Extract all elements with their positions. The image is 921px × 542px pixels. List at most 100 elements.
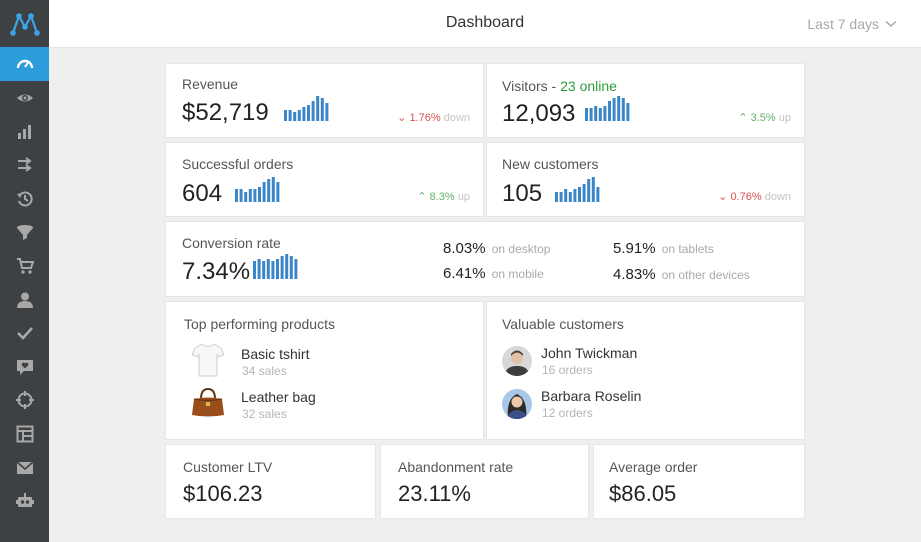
conversion-mobile: 6.41% on mobile	[443, 265, 544, 282]
new-customers-trend: ⌄ 0.76% down	[718, 190, 791, 203]
nav-item-customers[interactable]	[0, 283, 49, 317]
list-item[interactable]: John Twickman 16 orders	[487, 342, 804, 382]
average-order-card: Average order $86.05	[594, 445, 804, 518]
sparkline-bar	[608, 101, 611, 121]
sparkline-bar	[621, 98, 625, 121]
valuable-customers-title: Valuable customers	[502, 316, 624, 332]
cart-icon	[16, 258, 34, 274]
sparkline-bar	[271, 177, 275, 202]
conversion-tablets-label: on tablets	[661, 242, 714, 256]
sparkline-bar	[564, 189, 568, 202]
abandonment-rate-card: Abandonment rate 23.11%	[381, 445, 588, 518]
sparkline-bar	[591, 177, 595, 202]
chevron-down-icon	[885, 20, 897, 28]
list-item[interactable]: Leather bag 32 sales	[166, 385, 483, 425]
sparkline-bar	[239, 189, 243, 202]
sparkline-bar	[271, 261, 275, 279]
conversion-other: 4.83% on other devices	[613, 266, 750, 283]
conversion-other-value: 4.83%	[613, 266, 656, 283]
conversion-mobile-value: 6.41%	[443, 265, 486, 282]
sparkline-bar	[276, 182, 280, 202]
new-customers-value: 105	[502, 180, 543, 207]
visitors-trend: ⌃ 3.5% up	[738, 111, 791, 124]
sparkline-bar	[266, 259, 270, 279]
nav-item-layouts[interactable]	[0, 417, 49, 451]
nav-item-messages[interactable]	[0, 451, 49, 485]
sparkline-bar	[559, 192, 563, 202]
sparkline-bar	[307, 105, 310, 121]
customer-orders: 12 orders	[542, 406, 593, 420]
product-sales: 32 sales	[242, 407, 287, 421]
checkmark-icon	[16, 327, 33, 340]
nav-item-automation[interactable]	[0, 484, 49, 518]
customer-ltv-value: $106.23	[183, 481, 263, 506]
eye-icon	[16, 94, 33, 102]
sparkline-bar	[311, 101, 315, 121]
sparkline-bar	[612, 98, 616, 121]
sparkline-bar	[288, 110, 292, 121]
sparkline-bar	[276, 259, 279, 279]
product-sales: 34 sales	[242, 364, 287, 378]
conversion-card: Conversion rate 7.34% 8.03% on desktop 6…	[166, 222, 804, 296]
conversion-desktop: 8.03% on desktop	[443, 240, 550, 257]
new-customers-card: New customers 105 ⌄ 0.76% down	[487, 143, 804, 216]
average-order-value: $86.05	[609, 481, 677, 506]
sidebar	[0, 0, 49, 542]
sparkline-bar	[585, 108, 588, 121]
conversion-mobile-label: on mobile	[491, 267, 544, 281]
sparkline-bar	[573, 189, 577, 202]
sparkline-bar	[262, 182, 266, 202]
list-item[interactable]: Basic tshirt 34 sales	[166, 342, 483, 382]
abandonment-rate-value: 23.11%	[398, 481, 471, 506]
sparkline-bar	[325, 103, 329, 121]
sparkline-bar	[294, 259, 298, 279]
visitors-card: Visitors - 23 online 12,093 ⌃ 3.5% up	[487, 64, 804, 137]
avatar	[502, 346, 532, 376]
user-icon	[16, 292, 33, 308]
nav-item-dashboard[interactable]	[0, 47, 49, 81]
date-range-dropdown[interactable]: Last 7 days	[807, 16, 897, 32]
history-icon	[16, 191, 33, 207]
customer-name: John Twickman	[541, 345, 638, 361]
revenue-card: Revenue $52,719 ⌄ 1.76% down	[166, 64, 483, 137]
date-range-label: Last 7 days	[807, 16, 879, 32]
nav-item-cart[interactable]	[0, 249, 49, 283]
abandonment-rate-label: Abandonment rate	[398, 459, 514, 475]
nav-item-transfers[interactable]	[0, 148, 49, 182]
robot-icon	[15, 493, 34, 507]
bar-chart-icon	[17, 125, 31, 139]
nav-item-views[interactable]	[0, 81, 49, 115]
nav-item-history[interactable]	[0, 182, 49, 216]
orders-trend-value: 8.3%	[429, 191, 455, 203]
sparkline-bar	[267, 179, 271, 202]
nav-item-reports[interactable]	[0, 114, 49, 148]
sparkline-bar	[244, 192, 248, 202]
sparkline-bar	[280, 256, 284, 279]
new-customers-trend-word: down	[764, 191, 791, 203]
app-logo-icon[interactable]	[0, 0, 49, 47]
avatar	[502, 389, 532, 419]
sparkline-bar	[284, 110, 287, 121]
list-item[interactable]: Barbara Roselin 12 orders	[487, 385, 804, 425]
orders-label: Successful orders	[182, 156, 294, 172]
revenue-sparkline	[284, 96, 329, 121]
sparkline-bar	[248, 189, 252, 202]
speedometer-icon	[16, 59, 33, 69]
revenue-trend: ⌄ 1.76% down	[397, 111, 470, 124]
new-customers-label: New customers	[502, 156, 599, 172]
sparkline-bar	[257, 259, 261, 279]
product-name: Leather bag	[241, 389, 316, 405]
customer-ltv-label: Customer LTV	[183, 459, 273, 475]
sparkline-bar	[596, 187, 600, 202]
nav-item-feedback[interactable]	[0, 350, 49, 384]
sparkline-bar	[253, 261, 256, 279]
customer-orders: 16 orders	[542, 363, 593, 377]
funnel-icon	[16, 225, 33, 240]
sparkline-bar	[589, 108, 593, 121]
nav-item-tasks[interactable]	[0, 316, 49, 350]
revenue-value: $52,719	[182, 99, 269, 126]
nav-item-funnel[interactable]	[0, 216, 49, 250]
nav-item-targeting[interactable]	[0, 383, 49, 417]
sparkline-bar	[297, 110, 301, 121]
